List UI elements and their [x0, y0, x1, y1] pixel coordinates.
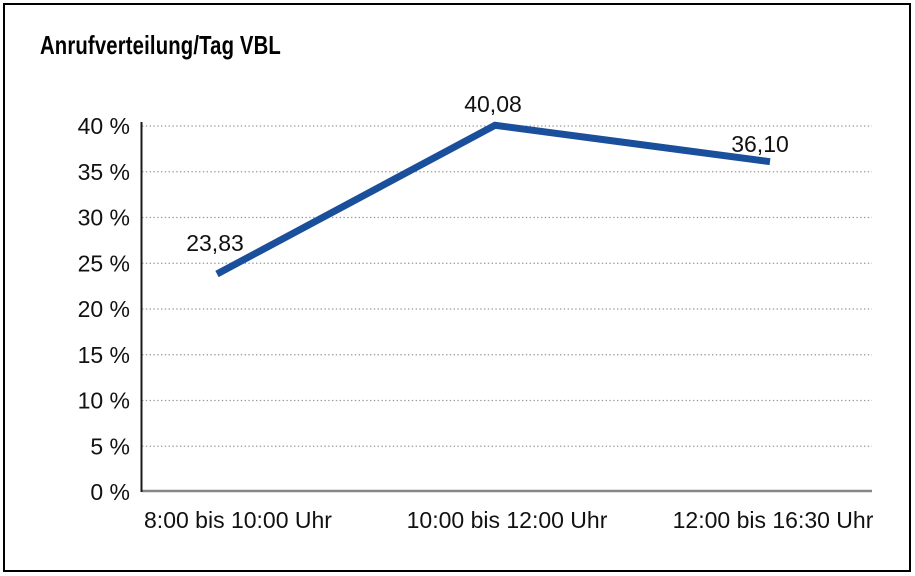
x-axis-label: 12:00 bis 16:30 Uhr [673, 507, 874, 533]
y-axis-tick-label: 35 % [78, 159, 130, 185]
y-axis-tick-label: 30 % [78, 205, 130, 231]
y-axis-tick-label: 0 % [90, 479, 130, 505]
y-axis-tick-label: 25 % [78, 250, 130, 276]
y-axis-tick-label: 5 % [90, 433, 130, 459]
y-axis-tick-label: 10 % [78, 388, 130, 414]
data-line [215, 121, 771, 278]
y-axis-tick-label: 40 % [78, 113, 130, 139]
chart-title: Anrufverteilung/Tag VBL [40, 30, 281, 60]
y-axis-tick-label: 15 % [78, 342, 130, 368]
data-point-label: 40,08 [464, 91, 522, 117]
x-axis-label: 10:00 bis 12:00 Uhr [407, 507, 608, 533]
x-axis-label: 8:00 bis 10:00 Uhr [144, 507, 332, 533]
data-point-label: 36,10 [731, 131, 789, 157]
y-axis-tick-label: 20 % [78, 296, 130, 322]
data-point-label: 23,83 [186, 230, 244, 256]
chart-border [3, 3, 911, 572]
